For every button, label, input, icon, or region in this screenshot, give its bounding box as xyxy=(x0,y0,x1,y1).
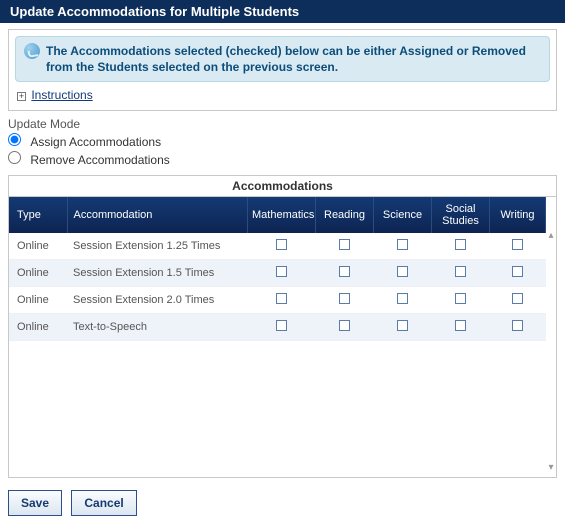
cell-checkbox xyxy=(248,314,316,341)
col-science[interactable]: Science xyxy=(374,197,432,233)
checkbox-writing[interactable] xyxy=(512,239,523,250)
cell-checkbox xyxy=(316,233,374,260)
checkbox-socialStudies[interactable] xyxy=(455,239,466,250)
checkbox-mathematics[interactable] xyxy=(276,320,287,331)
cell-type: Online xyxy=(9,314,67,341)
table-row: OnlineSession Extension 1.25 Times xyxy=(9,233,546,260)
cell-checkbox xyxy=(248,260,316,287)
info-icon xyxy=(24,43,40,59)
checkbox-socialStudies[interactable] xyxy=(455,293,466,304)
checkbox-writing[interactable] xyxy=(512,266,523,277)
cell-checkbox xyxy=(316,287,374,314)
cell-checkbox xyxy=(432,314,490,341)
checkbox-reading[interactable] xyxy=(339,239,350,250)
cell-checkbox xyxy=(432,233,490,260)
checkbox-science[interactable] xyxy=(397,320,408,331)
instructions-row: + Instructions xyxy=(17,88,548,102)
dialog-title: Update Accommodations for Multiple Stude… xyxy=(10,4,299,19)
col-social-studies[interactable]: Social Studies xyxy=(432,197,490,233)
cell-accommodation: Text-to-Speech xyxy=(67,314,248,341)
checkbox-socialStudies[interactable] xyxy=(455,320,466,331)
checkbox-writing[interactable] xyxy=(512,320,523,331)
checkbox-science[interactable] xyxy=(397,239,408,250)
cell-checkbox xyxy=(316,260,374,287)
cell-checkbox xyxy=(374,233,432,260)
checkbox-reading[interactable] xyxy=(339,320,350,331)
col-writing[interactable]: Writing xyxy=(490,197,546,233)
info-text: The Accommodations selected (checked) be… xyxy=(46,43,541,75)
checkbox-science[interactable] xyxy=(397,266,408,277)
col-reading[interactable]: Reading xyxy=(316,197,374,233)
col-mathematics[interactable]: Mathematics xyxy=(248,197,316,233)
checkbox-science[interactable] xyxy=(397,293,408,304)
dialog-title-bar: Update Accommodations for Multiple Stude… xyxy=(0,0,565,23)
expand-instructions-toggle[interactable]: + xyxy=(17,92,26,101)
radio-assign-row: Assign Accommodations xyxy=(8,133,557,149)
table-row: OnlineSession Extension 2.0 Times xyxy=(9,287,546,314)
checkbox-mathematics[interactable] xyxy=(276,293,287,304)
cell-checkbox xyxy=(248,233,316,260)
checkbox-mathematics[interactable] xyxy=(276,239,287,250)
instructions-link[interactable]: Instructions xyxy=(31,88,92,102)
update-mode-label: Update Mode xyxy=(8,117,557,131)
cell-accommodation: Session Extension 1.5 Times xyxy=(67,260,248,287)
cell-checkbox xyxy=(490,287,546,314)
cell-accommodation: Session Extension 1.25 Times xyxy=(67,233,248,260)
radio-remove-row: Remove Accommodations xyxy=(8,151,557,167)
accommodations-table: Type Accommodation Mathematics Reading S… xyxy=(9,197,546,341)
checkbox-mathematics[interactable] xyxy=(276,266,287,277)
cell-checkbox xyxy=(248,287,316,314)
info-box: The Accommodations selected (checked) be… xyxy=(15,36,550,82)
cell-accommodation: Session Extension 2.0 Times xyxy=(67,287,248,314)
cell-checkbox xyxy=(490,260,546,287)
table-header-row: Type Accommodation Mathematics Reading S… xyxy=(9,197,546,233)
cell-checkbox xyxy=(432,287,490,314)
cell-checkbox xyxy=(316,314,374,341)
cell-checkbox xyxy=(374,287,432,314)
scroll-up-icon[interactable]: ▴ xyxy=(546,231,556,241)
accommodations-section: Accommodations Type Accommodation Mathem… xyxy=(8,175,557,478)
cell-checkbox xyxy=(432,260,490,287)
col-accommodation[interactable]: Accommodation xyxy=(67,197,248,233)
radio-assign[interactable] xyxy=(8,133,21,146)
table-row: OnlineSession Extension 1.5 Times xyxy=(9,260,546,287)
cell-type: Online xyxy=(9,233,67,260)
col-type[interactable]: Type xyxy=(9,197,67,233)
cancel-button[interactable]: Cancel xyxy=(71,490,136,516)
scroll-down-icon[interactable]: ▾ xyxy=(546,463,556,473)
accommodations-title: Accommodations xyxy=(9,176,556,197)
cell-type: Online xyxy=(9,287,67,314)
radio-assign-label[interactable]: Assign Accommodations xyxy=(30,135,161,149)
checkbox-reading[interactable] xyxy=(339,266,350,277)
cell-type: Online xyxy=(9,260,67,287)
checkbox-writing[interactable] xyxy=(512,293,523,304)
radio-remove-label[interactable]: Remove Accommodations xyxy=(30,153,169,167)
button-row: Save Cancel xyxy=(8,490,557,516)
cell-checkbox xyxy=(374,314,432,341)
update-mode-block: Update Mode Assign Accommodations Remove… xyxy=(8,117,557,167)
info-panel: The Accommodations selected (checked) be… xyxy=(8,29,557,111)
save-button[interactable]: Save xyxy=(8,490,62,516)
cell-checkbox xyxy=(490,314,546,341)
radio-remove[interactable] xyxy=(8,151,21,164)
cell-checkbox xyxy=(490,233,546,260)
checkbox-reading[interactable] xyxy=(339,293,350,304)
checkbox-socialStudies[interactable] xyxy=(455,266,466,277)
grid-wrap: Type Accommodation Mathematics Reading S… xyxy=(9,197,556,477)
table-row: OnlineText-to-Speech xyxy=(9,314,546,341)
cell-checkbox xyxy=(374,260,432,287)
